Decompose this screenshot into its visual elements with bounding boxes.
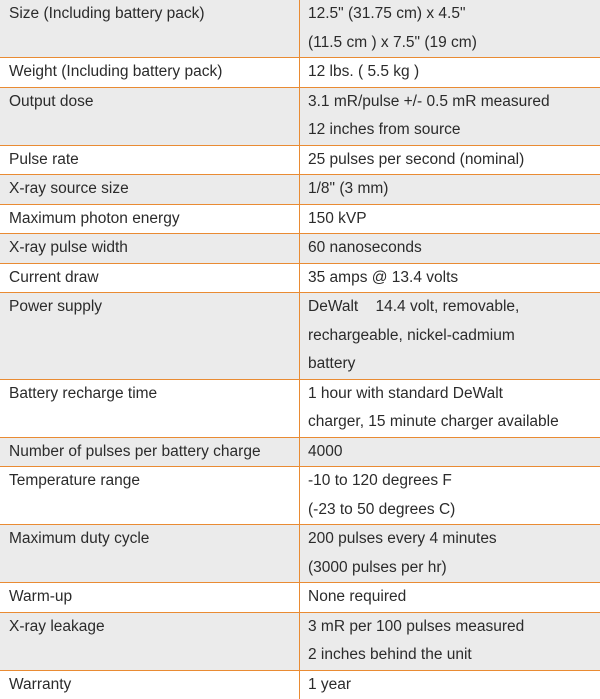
table-row: Number of pulses per battery charge 4000: [0, 437, 600, 467]
row-label: Pulse rate: [9, 146, 299, 175]
row-label: Maximum duty cycle: [9, 525, 299, 554]
table-row: Maximum photon energy 150 kVP: [0, 204, 600, 234]
row-label-cell: Size (Including battery pack): [0, 0, 300, 57]
table-row: Pulse rate 25 pulses per second (nominal): [0, 145, 600, 175]
table-row: Size (Including battery pack)12.5" (31.7…: [0, 0, 600, 57]
row-label: Battery recharge time: [9, 380, 299, 409]
row-label: Power supply: [9, 293, 299, 322]
row-label-cell: Maximum duty cycle: [0, 525, 300, 582]
row-value-cell: 35 amps @ 13.4 volts: [300, 264, 600, 293]
row-label: Temperature range: [9, 467, 299, 496]
row-label-cell: Maximum photon energy: [0, 205, 300, 234]
row-value-cell: 1/8" (3 mm): [300, 175, 600, 204]
row-value-line: (11.5 cm ) x 7.5" (19 cm): [308, 29, 600, 58]
row-value-line: 3 mR per 100 pulses measured: [308, 613, 600, 642]
row-label-cell: X-ray leakage: [0, 613, 300, 670]
row-label-cell: Current draw: [0, 264, 300, 293]
table-row: X-ray source size 1/8" (3 mm): [0, 174, 600, 204]
row-label-cell: Warm-up: [0, 583, 300, 612]
row-value-cell: 4000: [300, 438, 600, 467]
row-value-line: -10 to 120 degrees F: [308, 467, 600, 496]
row-label-cell: Weight (Including battery pack): [0, 58, 300, 87]
row-value-line: 4000: [308, 438, 600, 467]
row-label-cell: Output dose: [0, 88, 300, 145]
row-value-line: rechargeable, nickel-cadmium: [308, 322, 600, 351]
row-label: Maximum photon energy: [9, 205, 299, 234]
row-value-cell: 1 year: [300, 671, 600, 699]
row-value-cell: DeWalt 14.4 volt, removable,rechargeable…: [300, 293, 600, 379]
row-label-cell: Temperature range: [0, 467, 300, 524]
row-label: Warranty: [9, 671, 299, 699]
row-value-cell: 60 nanoseconds: [300, 234, 600, 263]
row-value-line: battery: [308, 350, 600, 379]
row-label-cell: Warranty: [0, 671, 300, 699]
row-value-line: 1 hour with standard DeWalt: [308, 380, 600, 409]
row-value-cell: None required: [300, 583, 600, 612]
row-value-cell: 12 lbs. ( 5.5 kg ): [300, 58, 600, 87]
row-label-cell: Number of pulses per battery charge: [0, 438, 300, 467]
row-value-line: 200 pulses every 4 minutes: [308, 525, 600, 554]
table-row: Weight (Including battery pack) 12 lbs. (…: [0, 57, 600, 87]
row-value-line: 12 lbs. ( 5.5 kg ): [308, 58, 600, 87]
row-label-cell: X-ray pulse width: [0, 234, 300, 263]
row-label: Warm-up: [9, 583, 299, 612]
row-label: X-ray leakage: [9, 613, 299, 642]
row-value-line: 1/8" (3 mm): [308, 175, 600, 204]
row-value-line: DeWalt 14.4 volt, removable,: [308, 293, 600, 322]
row-label: Number of pulses per battery charge: [9, 438, 299, 467]
row-value-cell: 25 pulses per second (nominal): [300, 146, 600, 175]
row-value-line: 150 kVP: [308, 205, 600, 234]
table-row: Current draw 35 amps @ 13.4 volts: [0, 263, 600, 293]
row-value-line: 1 year: [308, 671, 600, 699]
row-label: X-ray pulse width: [9, 234, 299, 263]
row-value-cell: 200 pulses every 4 minutes(3000 pulses p…: [300, 525, 600, 582]
row-label: Size (Including battery pack): [9, 0, 299, 29]
table-row: Temperature range-10 to 120 degrees F(-2…: [0, 466, 600, 524]
row-value-cell: 150 kVP: [300, 205, 600, 234]
row-value-line: 12 inches from source: [308, 116, 600, 145]
row-label: Weight (Including battery pack): [9, 58, 299, 87]
row-label: X-ray source size: [9, 175, 299, 204]
table-row: Warm-up None required: [0, 582, 600, 612]
row-value-line: (-23 to 50 degrees C): [308, 496, 600, 525]
row-value-line: None required: [308, 583, 600, 612]
row-label-cell: Pulse rate: [0, 146, 300, 175]
row-label-cell: X-ray source size: [0, 175, 300, 204]
row-label: Output dose: [9, 88, 299, 117]
row-value-line: 12.5" (31.75 cm) x 4.5": [308, 0, 600, 29]
row-value-line: (3000 pulses per hr): [308, 554, 600, 583]
row-label-cell: Battery recharge time: [0, 380, 300, 437]
row-value-line: 60 nanoseconds: [308, 234, 600, 263]
row-label-cell: Power supply: [0, 293, 300, 379]
table-row: X-ray pulse width 60 nanoseconds: [0, 233, 600, 263]
table-row: Warranty 1 year: [0, 670, 600, 699]
row-value-line: 2 inches behind the unit: [308, 641, 600, 670]
row-value-line: 25 pulses per second (nominal): [308, 146, 600, 175]
row-label: Current draw: [9, 264, 299, 293]
row-value-cell: -10 to 120 degrees F(-23 to 50 degrees C…: [300, 467, 600, 524]
row-value-line: 35 amps @ 13.4 volts: [308, 264, 600, 293]
row-value-line: charger, 15 minute charger available: [308, 408, 600, 437]
row-value-cell: 12.5" (31.75 cm) x 4.5"(11.5 cm ) x 7.5"…: [300, 0, 600, 57]
row-value-line: 3.1 mR/pulse +/- 0.5 mR measured: [308, 88, 600, 117]
